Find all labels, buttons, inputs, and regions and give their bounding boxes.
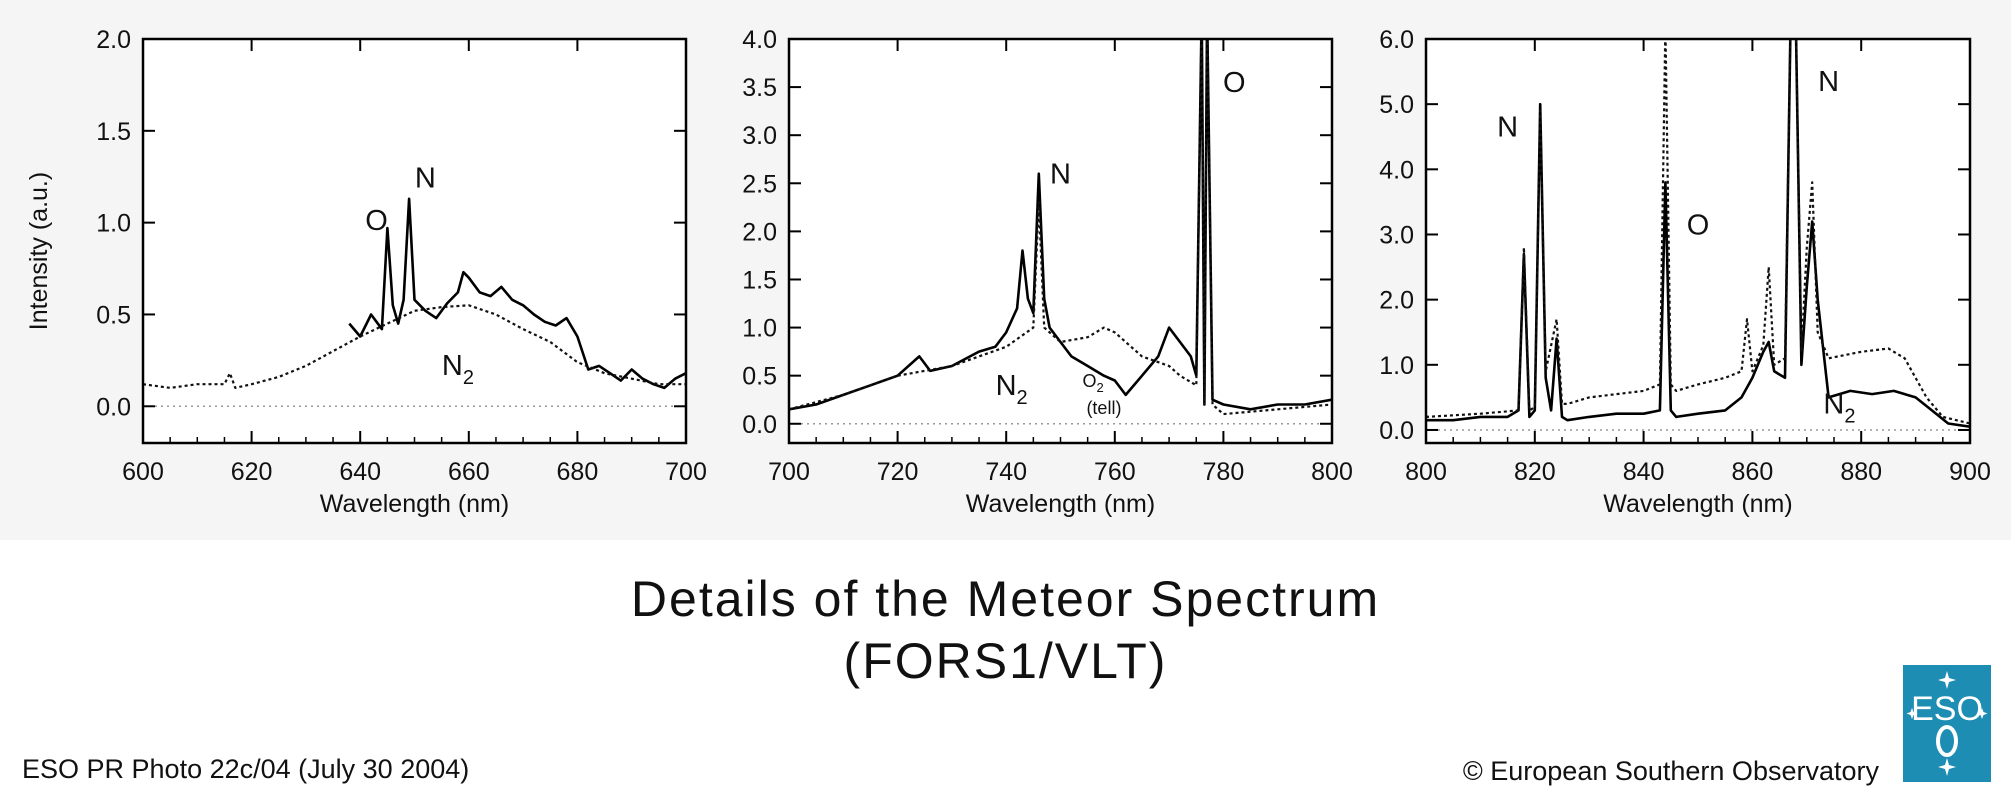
line-annotation: (tell) — [1086, 398, 1121, 418]
x-tick-label: 880 — [1840, 458, 1882, 486]
x-tick-label: 840 — [1623, 458, 1665, 486]
x-tick-label: 800 — [1405, 458, 1447, 486]
x-tick-label: 700 — [665, 458, 707, 486]
y-tick-label: 3.0 — [742, 122, 777, 150]
x-tick-label: 660 — [448, 458, 490, 486]
line-annotation: O — [1223, 67, 1246, 99]
y-tick-label: 3.5 — [742, 74, 777, 102]
figure-title: Details of the Meteor Spectrum — [630, 571, 1381, 627]
y-tick-label: 4.0 — [742, 26, 777, 54]
series-line-dotted — [143, 304, 686, 389]
series-line-solid — [1426, 39, 1970, 428]
line-annotation: O — [1687, 209, 1710, 241]
y-tick-label: 0.0 — [742, 411, 777, 439]
photo-id-caption: ESO PR Photo 22c/04 (July 30 2004) — [22, 754, 470, 784]
y-tick-label: 2.5 — [742, 170, 777, 198]
series-line-dotted — [1426, 39, 1970, 425]
line-annotation: O — [365, 205, 388, 237]
x-tick-label: 700 — [768, 458, 810, 486]
x-tick-label: 760 — [1094, 458, 1136, 486]
y-tick-label: 6.0 — [1379, 26, 1414, 54]
y-tick-label: 0.5 — [742, 363, 777, 391]
plot-area-2 — [789, 39, 1332, 443]
x-axis-label: Wavelength (nm) — [966, 490, 1155, 518]
plot-area-3 — [1426, 39, 1970, 443]
y-tick-label: 2.0 — [96, 26, 131, 54]
x-tick-label: 740 — [985, 458, 1027, 486]
x-tick-label: 860 — [1732, 458, 1774, 486]
series-line-dotted — [789, 39, 1332, 416]
y-tick-label: 1.5 — [742, 266, 777, 294]
copyright-notice: © European Southern Observatory — [1462, 756, 1879, 786]
line-annotation: N — [1050, 158, 1071, 190]
x-tick-label: 780 — [1203, 458, 1245, 486]
line-annotation: N — [1818, 66, 1839, 98]
x-tick-label: 640 — [339, 458, 381, 486]
y-tick-label: 3.0 — [1379, 221, 1414, 249]
x-axis-label: Wavelength (nm) — [320, 490, 509, 518]
y-tick-label: 0.0 — [96, 393, 131, 421]
x-tick-label: 600 — [122, 458, 164, 486]
x-tick-label: 800 — [1311, 458, 1353, 486]
series-line-solid — [789, 39, 1332, 411]
series-line-solid — [348, 197, 686, 390]
x-axis-label: Wavelength (nm) — [1603, 490, 1792, 518]
x-tick-label: 820 — [1514, 458, 1556, 486]
x-tick-label: 620 — [231, 458, 273, 486]
y-tick-label: 1.0 — [96, 210, 131, 238]
y-tick-label: 1.5 — [96, 118, 131, 146]
x-tick-label: 680 — [557, 458, 599, 486]
line-annotation: N — [1497, 112, 1518, 144]
y-tick-label: 0.5 — [96, 301, 131, 329]
y-tick-label: 2.0 — [1379, 287, 1414, 315]
y-tick-label: 0.0 — [1379, 417, 1414, 445]
spectrum-charts: 600 620 640 660 680 700 0.0 0.5 1.0 1.5 2.0 Wavelen… — [25, 26, 1991, 518]
figure-subtitle: (FORS1/VLT) — [843, 633, 1168, 689]
eso-logo: ESO — [1903, 665, 1991, 782]
line-annotation: N — [415, 163, 436, 195]
y-tick-label: 4.0 — [1379, 156, 1414, 184]
plot-area-1 — [143, 39, 686, 443]
eso-logo-text: ESO — [1911, 690, 1983, 728]
y-axis-label: Intensity (a.u.) — [25, 172, 53, 330]
y-tick-label: 1.0 — [742, 315, 777, 343]
x-tick-label: 720 — [877, 458, 919, 486]
star-icon — [1906, 671, 1988, 776]
y-tick-label: 1.0 — [1379, 352, 1414, 380]
x-tick-label: 900 — [1949, 458, 1991, 486]
y-tick-label: 5.0 — [1379, 91, 1414, 119]
y-tick-label: 2.0 — [742, 218, 777, 246]
